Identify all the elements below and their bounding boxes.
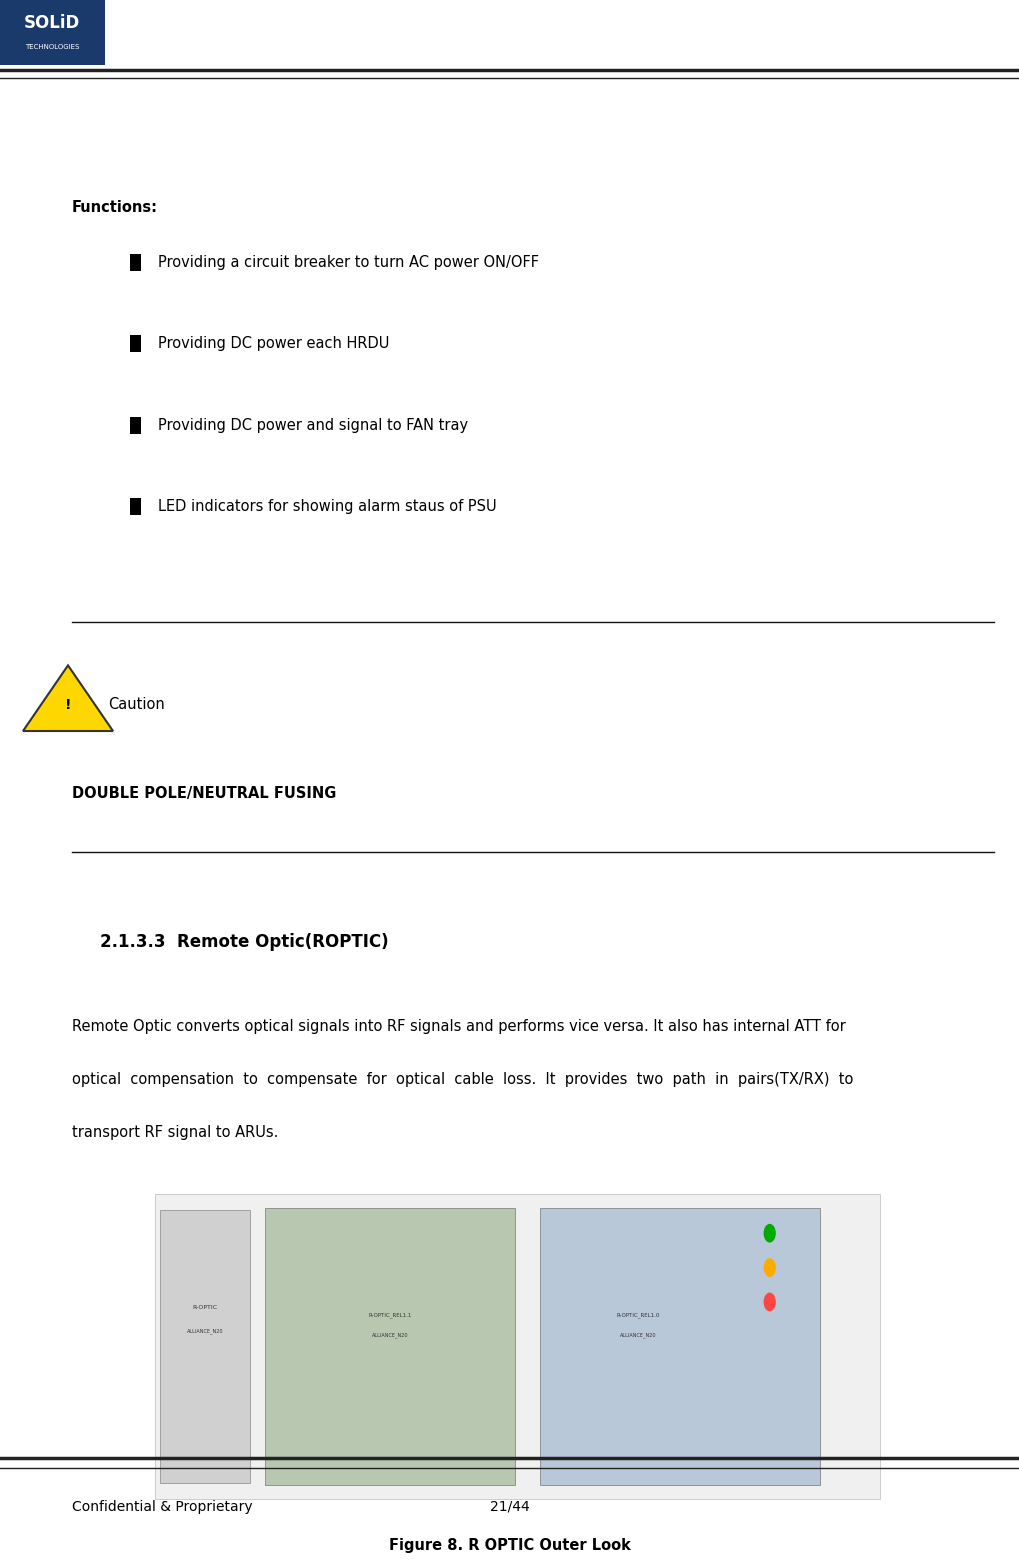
Text: Remote Optic converts optical signals into RF signals and performs vice versa. I: Remote Optic converts optical signals in… [72, 1019, 846, 1035]
Bar [130, 253, 141, 272]
Text: optical  compensation  to  compensate  for  optical  cable  loss.  It  provides : optical compensation to compensate for o… [72, 1072, 853, 1088]
Text: ALLIANCE_N20: ALLIANCE_N20 [620, 1333, 656, 1338]
Circle shape [763, 1293, 775, 1311]
Text: ALLIANCE_N20: ALLIANCE_N20 [186, 1329, 223, 1333]
Text: 2.1.3.3  Remote Optic(ROPTIC): 2.1.3.3 Remote Optic(ROPTIC) [100, 933, 388, 952]
Bar [160, 1210, 250, 1483]
Text: 21/44: 21/44 [489, 1500, 530, 1513]
Text: Providing DC power each HRDU: Providing DC power each HRDU [158, 336, 389, 352]
Bar [130, 417, 141, 435]
Text: !: ! [65, 697, 71, 711]
Text: R-OPTIC: R-OPTIC [193, 1305, 218, 1310]
Text: TECHNOLOGIES: TECHNOLOGIES [24, 44, 79, 50]
Bar [155, 1194, 880, 1499]
Bar [0, 0, 105, 66]
Circle shape [763, 1224, 775, 1243]
Text: ALLIANCE_N20: ALLIANCE_N20 [372, 1333, 409, 1338]
Bar [130, 499, 141, 516]
Polygon shape [23, 666, 113, 731]
Text: DOUBLE POLE/NEUTRAL FUSING: DOUBLE POLE/NEUTRAL FUSING [72, 786, 336, 802]
Circle shape [763, 1258, 775, 1277]
Text: Providing DC power and signal to FAN tray: Providing DC power and signal to FAN tra… [158, 417, 468, 433]
Bar [265, 1208, 515, 1485]
Bar [540, 1208, 820, 1485]
Text: R-OPTIC_REL1.0: R-OPTIC_REL1.0 [616, 1313, 659, 1318]
Text: R-OPTIC_REL1.1: R-OPTIC_REL1.1 [369, 1313, 412, 1318]
Text: SOLiD: SOLiD [23, 14, 81, 31]
Bar [130, 336, 141, 353]
Text: Functions:: Functions: [72, 200, 158, 216]
Text: Caution: Caution [108, 697, 165, 713]
Text: transport RF signal to ARUs.: transport RF signal to ARUs. [72, 1125, 278, 1141]
Text: Providing a circuit breaker to turn AC power ON/OFF: Providing a circuit breaker to turn AC p… [158, 255, 539, 270]
Text: LED indicators for showing alarm staus of PSU: LED indicators for showing alarm staus o… [158, 499, 496, 514]
Text: Figure 8. R OPTIC Outer Look: Figure 8. R OPTIC Outer Look [388, 1538, 631, 1554]
Text: Confidential & Proprietary: Confidential & Proprietary [72, 1500, 253, 1513]
